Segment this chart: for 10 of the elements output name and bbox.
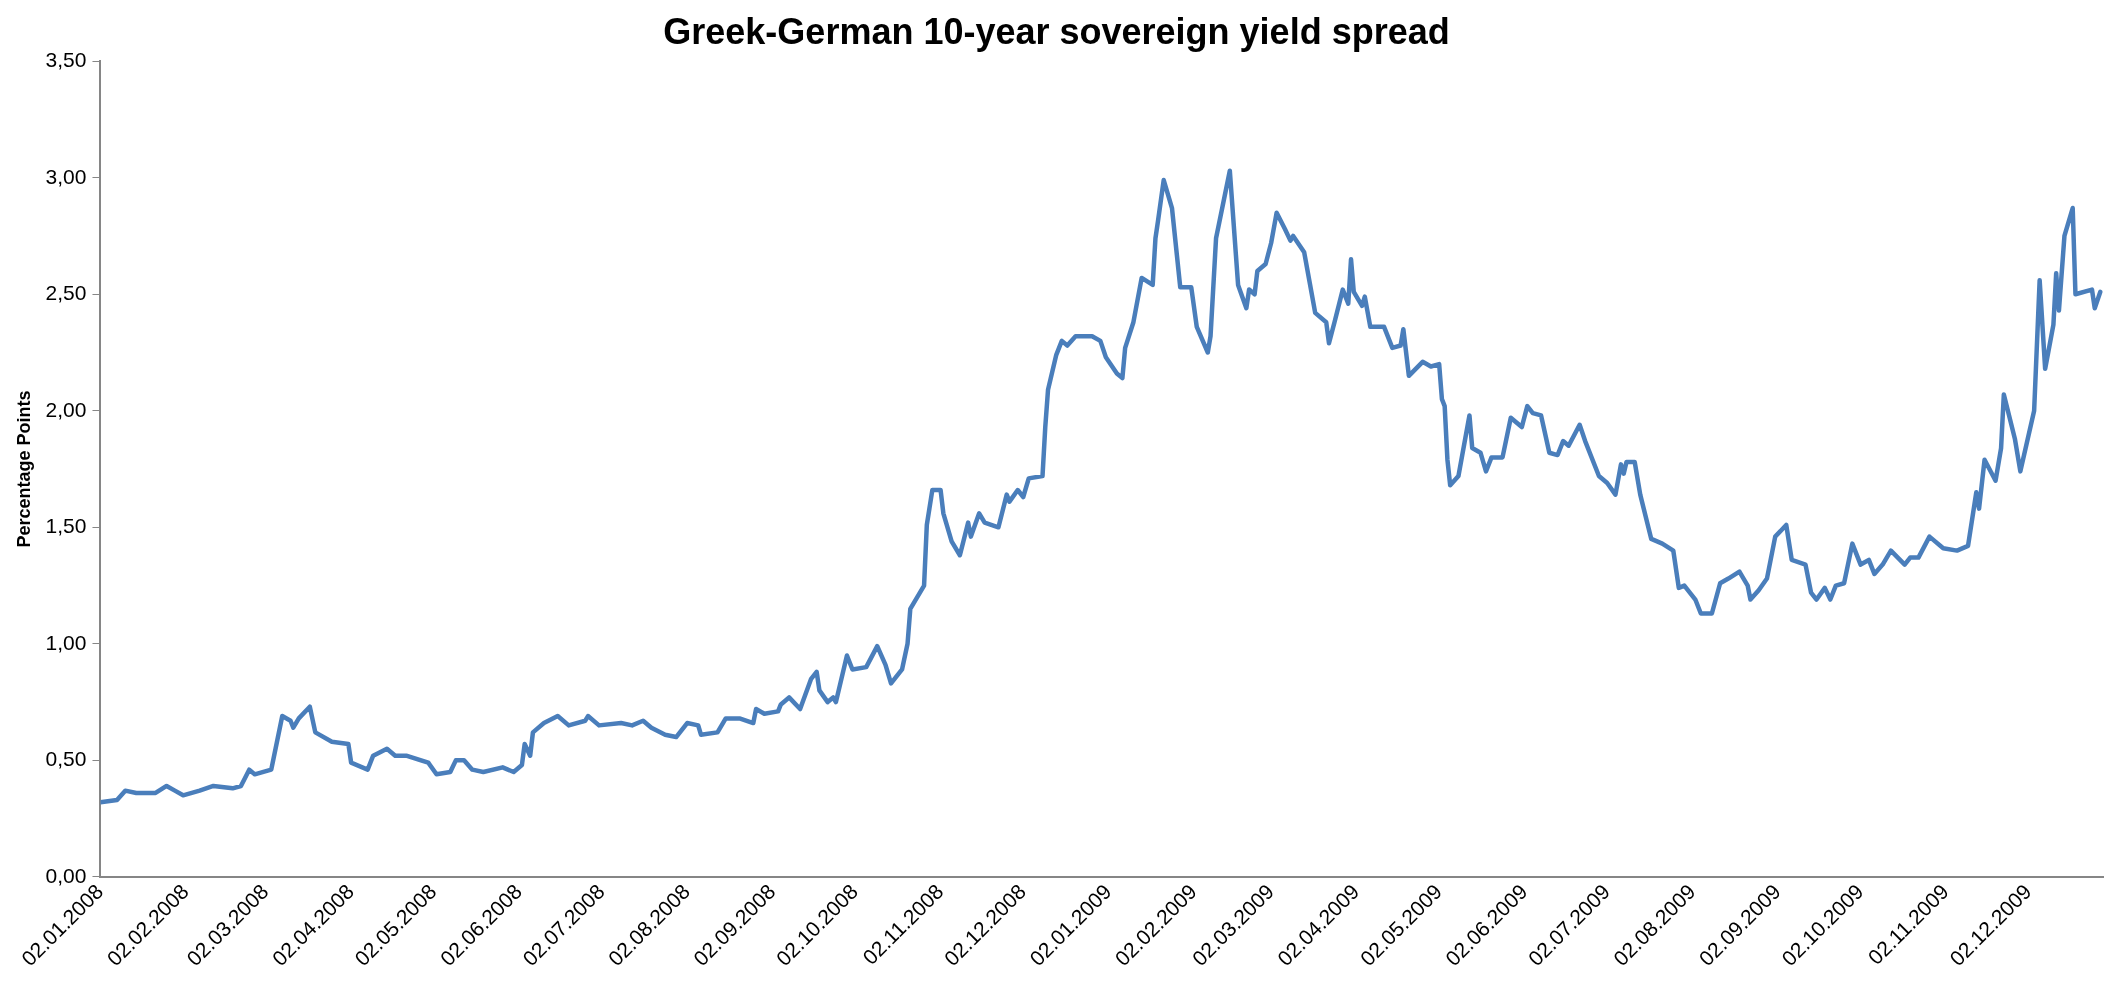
y-tick-label: 2,00 <box>45 397 87 421</box>
y-tick-label: 3,00 <box>45 164 87 188</box>
chart-title: Greek-German 10-year sovereign yield spread <box>663 10 1450 52</box>
y-tick-label: 3,50 <box>45 48 87 71</box>
y-tick-label: 0,50 <box>45 747 87 771</box>
y-axis-title: Percentage Points <box>13 390 34 548</box>
y-tick-label: 1,50 <box>45 514 87 538</box>
y-tick-label: 0,00 <box>45 863 87 887</box>
y-tick-label: 1,00 <box>45 630 87 654</box>
y-tick-label: 2,50 <box>45 281 87 305</box>
